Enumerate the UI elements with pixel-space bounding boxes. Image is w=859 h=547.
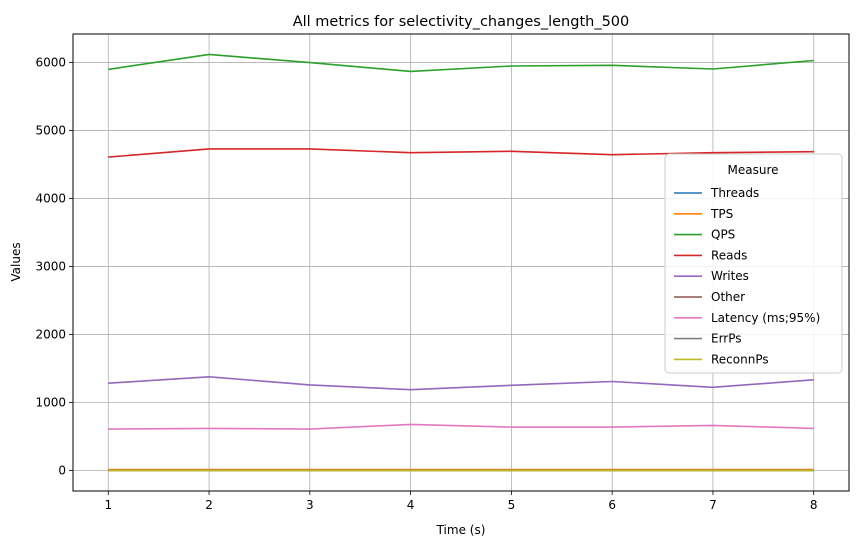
x-tick-label: 1: [104, 498, 112, 512]
x-tick-label: 6: [608, 498, 616, 512]
y-tick-label: 4000: [35, 192, 66, 206]
series-line-writes: [108, 375, 814, 391]
y-tick-label: 1000: [35, 396, 66, 410]
y-axis: 0 1000 2000 3000 4000 5000 6000: [35, 56, 73, 478]
legend-label-qps: QPS: [711, 228, 735, 242]
x-axis: 1 2 3 4 5 6 7 8: [104, 491, 818, 512]
x-axis-title: Time (s): [436, 523, 486, 537]
legend-label-reconnps: ReconnPs: [711, 352, 769, 366]
legend-box: [664, 153, 843, 374]
legend-label-writes: Writes: [711, 269, 749, 283]
legend-label-reads: Reads: [711, 248, 747, 262]
plot-frame: [72, 33, 850, 492]
series-line-qps: [108, 53, 814, 73]
series-line-reads: [108, 148, 814, 158]
legend-label-latency-ms-95: Latency (ms;95%): [711, 311, 820, 325]
legend-title: Measure: [728, 163, 779, 177]
x-tick-label: 5: [508, 498, 516, 512]
x-tick-label: 7: [709, 498, 717, 512]
series-line-latency-ms-95: [108, 423, 814, 430]
legend-label-tps: TPS: [710, 207, 733, 221]
legend-label-errps: ErrPs: [711, 332, 742, 346]
y-tick-label: 6000: [35, 56, 66, 70]
y-tick-label: 2000: [35, 328, 66, 342]
x-tick-label: 4: [407, 498, 415, 512]
legend-label-threads: Threads: [710, 186, 759, 200]
chart-title: All metrics for selectivity_changes_leng…: [293, 14, 630, 30]
y-tick-label: 5000: [35, 124, 66, 138]
x-tick-label: 2: [205, 498, 213, 512]
legend-label-other: Other: [711, 290, 745, 304]
legend-items: Threads TPS QPS Reads Writes Other Latency (ms…: [674, 186, 820, 366]
y-axis-title: Values: [9, 242, 23, 281]
y-tick-label: 0: [58, 464, 66, 478]
x-tick-label: 8: [810, 498, 818, 512]
x-tick-label: 3: [306, 498, 314, 512]
series-lines: [108, 53, 814, 472]
y-tick-label: 3000: [35, 260, 66, 274]
legend: Measure Threads TPS QPS Reads Writes Other Lat…: [664, 153, 843, 374]
